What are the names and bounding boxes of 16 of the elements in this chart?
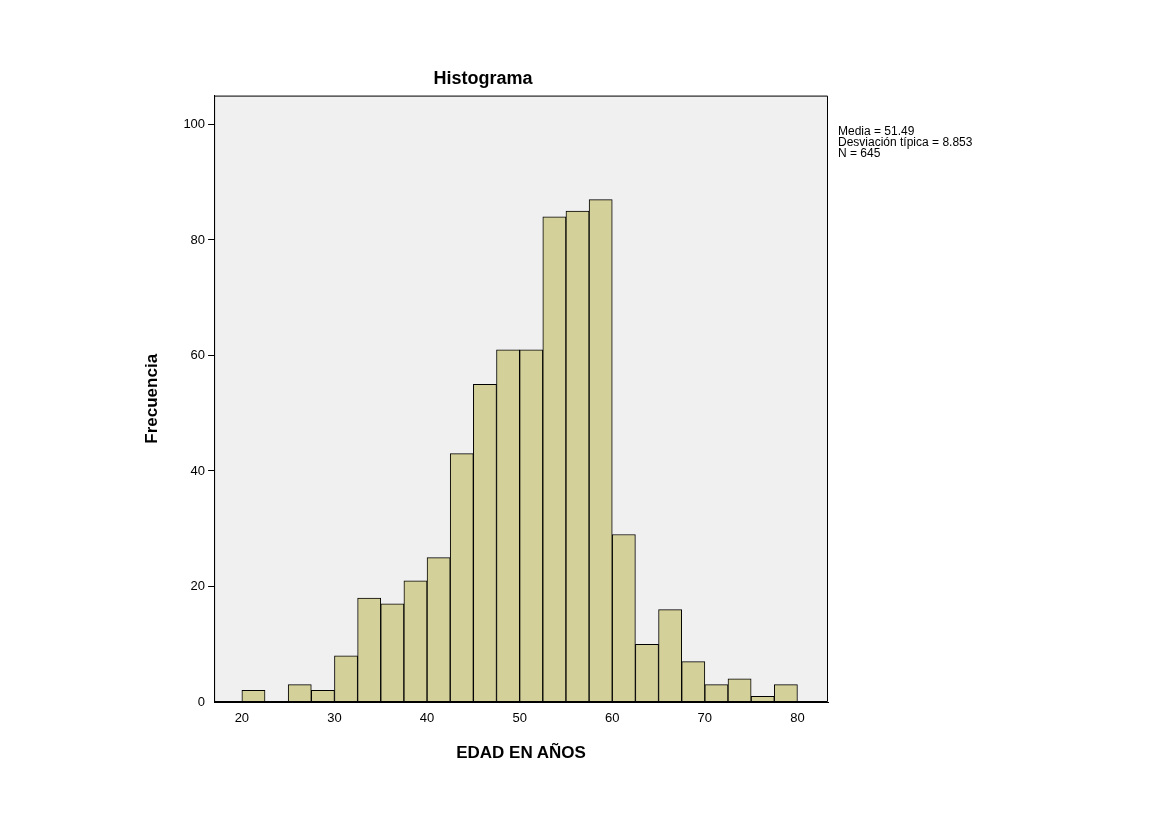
x-tick-label: 80 [790, 710, 805, 726]
x-tick-label: 60 [605, 710, 620, 726]
y-tick-label: 0 [197, 693, 206, 709]
y-tick-label: 100 [183, 116, 206, 132]
x-tick-label: 70 [697, 710, 713, 726]
y-tick-label: 20 [190, 578, 206, 594]
x-axis-title: EDAD EN AÑOS [456, 742, 586, 763]
y-tick-label: 60 [190, 347, 206, 363]
x-tick-label: 40 [419, 710, 435, 726]
x-tick-label: 30 [327, 710, 342, 726]
y-tick-label: 80 [190, 231, 206, 247]
x-tick-label: 50 [512, 710, 527, 726]
chart-title: Histograma [433, 67, 534, 88]
x-tick-label: 20 [234, 710, 250, 726]
y-tick-label: 40 [190, 462, 206, 478]
y-axis-title: Frecuencia [141, 353, 161, 444]
